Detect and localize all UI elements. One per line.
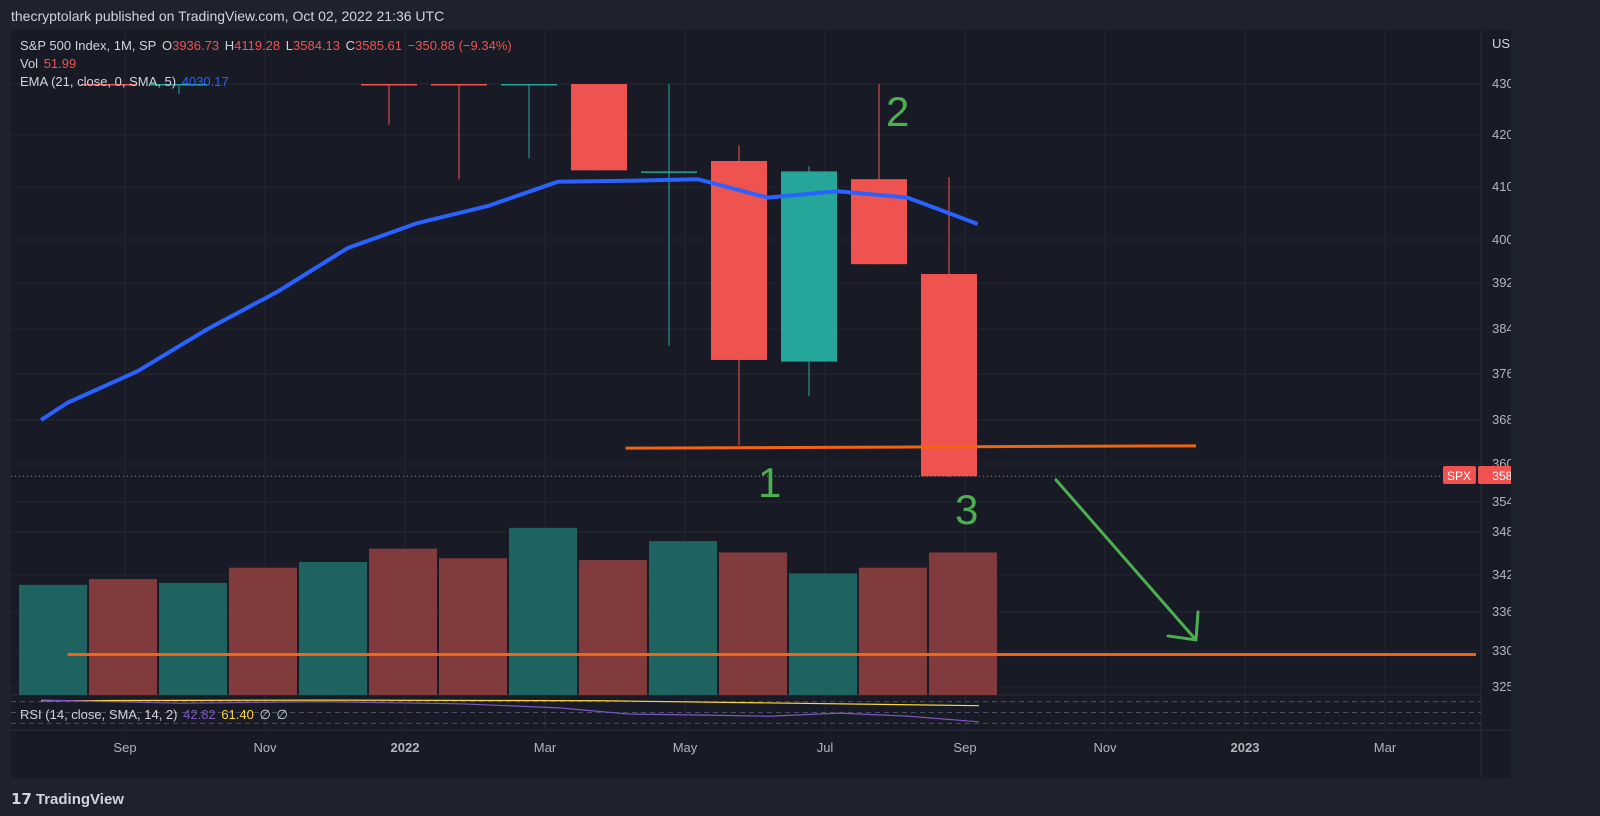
low-value: 3584.13 bbox=[293, 38, 340, 53]
symbol-tag: SPX bbox=[1447, 469, 1471, 483]
last-price-marker: SPX 3585.61 bbox=[1443, 466, 1511, 484]
price-tick-label: 3425.00 bbox=[1492, 567, 1511, 582]
ema-legend: EMA (21, close, 0, SMA, 5) 4030.17 bbox=[20, 74, 231, 89]
volume-bar bbox=[859, 567, 927, 695]
volume-bar bbox=[789, 573, 857, 695]
volume-bar bbox=[89, 579, 157, 695]
rsi-value: 42.82 bbox=[183, 707, 216, 722]
time-tick-label: Jul bbox=[817, 740, 834, 755]
low-label: L bbox=[285, 38, 293, 53]
change-value: −350.88 (−9.34%) bbox=[407, 38, 512, 53]
chart-footer: 𝟭𝟳 TradingView bbox=[0, 780, 1600, 816]
symbol-legend: S&P 500 Index, 1M, SP O3936.73 H4119.28 … bbox=[20, 38, 514, 53]
price-tick-label: 3485.00 bbox=[1492, 524, 1511, 539]
candle-layer bbox=[81, 84, 977, 478]
ema-label: EMA (21, close, 0, SMA, 5) bbox=[20, 74, 177, 89]
close-value: 3585.61 bbox=[355, 38, 403, 53]
price-chart-svg[interactable]: 4300.00 4200.00 4100.00 4000.00 3920.00 3840.… bbox=[11, 30, 1511, 778]
ema-line bbox=[39, 177, 979, 422]
price-tick-label: 3840.00 bbox=[1492, 321, 1511, 336]
candle-body bbox=[501, 84, 557, 86]
volume-bar bbox=[929, 552, 997, 695]
volume-bar bbox=[509, 527, 577, 695]
annotation-layer: 1 2 3 bbox=[758, 88, 978, 533]
drawing-layer bbox=[67, 444, 1476, 656]
high-label: H bbox=[224, 38, 235, 53]
volume-legend: Vol 51.99 bbox=[20, 56, 78, 71]
candle-body bbox=[641, 171, 697, 173]
time-tick-label: Nov bbox=[253, 740, 277, 755]
price-tick-label: 4200.00 bbox=[1492, 127, 1511, 142]
chart-area[interactable]: 4300.00 4200.00 4100.00 4000.00 3920.00 3840.… bbox=[11, 30, 1511, 778]
close-label: C bbox=[345, 38, 356, 53]
volume-bar bbox=[19, 584, 87, 695]
open-label: O bbox=[161, 38, 173, 53]
candle-body bbox=[361, 84, 417, 86]
annotation-2: 2 bbox=[886, 88, 909, 135]
high-value: 4119.28 bbox=[234, 38, 281, 53]
publisher-info: thecryptolark published on TradingView.c… bbox=[11, 8, 445, 24]
ema-layer bbox=[39, 177, 979, 422]
rsi-extra-2: ∅ bbox=[276, 707, 288, 722]
tradingview-brand: TradingView bbox=[35, 790, 124, 808]
down-arrow-shaft bbox=[1054, 478, 1198, 642]
price-tick-label: 4300.00 bbox=[1492, 76, 1511, 91]
tradingview-logo[interactable]: 𝟭𝟳 TradingView bbox=[11, 790, 124, 809]
rsi-ma-value: 61.40 bbox=[221, 707, 254, 722]
price-tick-label: 3305.00 bbox=[1492, 643, 1511, 658]
currency-label: USD bbox=[1492, 36, 1511, 51]
candle-body bbox=[81, 84, 137, 86]
rsi-layer bbox=[11, 699, 1481, 724]
vol-label: Vol bbox=[20, 56, 39, 71]
time-tick-label: 2023 bbox=[1231, 740, 1260, 755]
candle-body bbox=[921, 274, 977, 477]
volume-bar bbox=[649, 541, 717, 695]
time-tick-label: Nov bbox=[1093, 740, 1117, 755]
time-tick-label: 2022 bbox=[391, 740, 420, 755]
price-tick-label: 3365.00 bbox=[1492, 604, 1511, 619]
ema-value: 4030.17 bbox=[181, 74, 229, 89]
candle-body bbox=[571, 84, 627, 171]
price-tick-label: 4000.00 bbox=[1492, 232, 1511, 247]
volume-bar bbox=[719, 552, 787, 695]
time-tick-label: Mar bbox=[1374, 740, 1397, 755]
rsi-extra-1: ∅ bbox=[259, 707, 271, 722]
volume-bar bbox=[369, 548, 437, 695]
rsi-label: RSI (14, close, SMA, 14, 2) bbox=[20, 707, 178, 722]
annotation-3: 3 bbox=[955, 486, 978, 533]
vol-value: 51.99 bbox=[43, 56, 77, 71]
candle-body bbox=[431, 84, 487, 86]
price-tick-label: 4100.00 bbox=[1492, 179, 1511, 194]
price-tick-label: 3760.00 bbox=[1492, 366, 1511, 381]
time-tick-label: Mar bbox=[534, 740, 557, 755]
volume-bar bbox=[579, 560, 647, 695]
rsi-ma-line bbox=[40, 699, 980, 707]
time-tick-label: Sep bbox=[953, 740, 976, 755]
down-arrow-head bbox=[1166, 610, 1200, 642]
price-tick-label: 3680.00 bbox=[1492, 412, 1511, 427]
annotation-1: 1 bbox=[758, 459, 781, 506]
price-tick-label: 3545.00 bbox=[1492, 494, 1511, 509]
volume-bar bbox=[159, 582, 227, 695]
time-tick-label: May bbox=[673, 740, 698, 755]
volume-bar bbox=[439, 558, 507, 695]
axis-layer: 4300.00 4200.00 4100.00 4000.00 3920.00 3840.… bbox=[113, 76, 1511, 755]
symbol-name: S&P 500 Index, 1M, SP bbox=[20, 38, 157, 53]
time-tick-label: Sep bbox=[113, 740, 136, 755]
rsi-line bbox=[40, 699, 980, 723]
tradingview-logo-icon: 𝟭𝟳 bbox=[11, 791, 32, 808]
last-price-label: 3585.61 bbox=[1492, 469, 1511, 483]
rsi-legend: RSI (14, close, SMA, 14, 2) 42.82 61.40 … bbox=[20, 707, 290, 723]
chart-header: thecryptolark published on TradingView.c… bbox=[0, 0, 1600, 30]
candle-body bbox=[151, 84, 207, 86]
support-line bbox=[625, 444, 1197, 450]
price-tick-label: 3920.00 bbox=[1492, 275, 1511, 290]
volume-layer bbox=[19, 527, 997, 695]
candle-body bbox=[781, 171, 837, 362]
volume-bar bbox=[229, 567, 297, 695]
open-value: 3936.73 bbox=[172, 38, 220, 53]
price-tick-label: 3253.00 bbox=[1492, 679, 1511, 694]
volume-bar bbox=[299, 562, 367, 695]
